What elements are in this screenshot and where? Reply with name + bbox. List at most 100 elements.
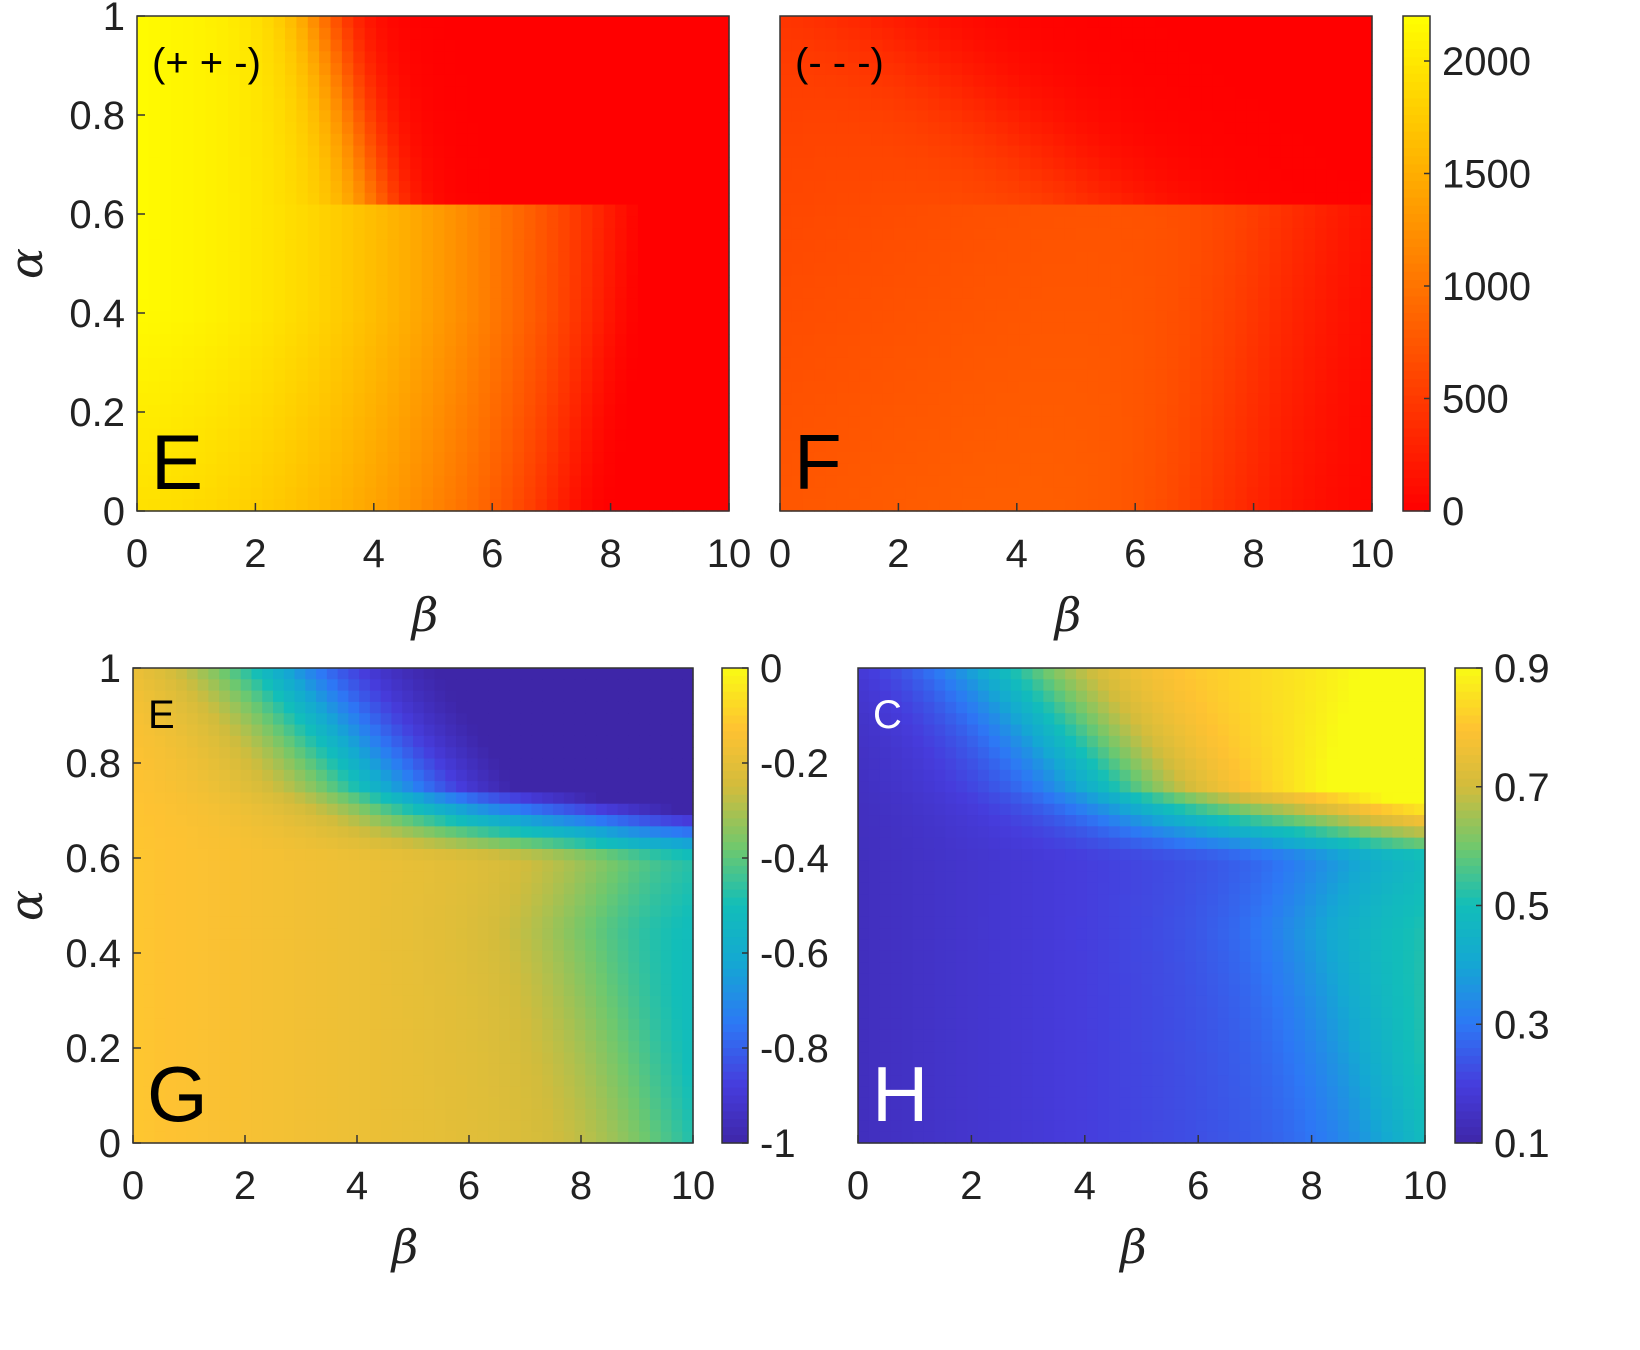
heatmap-cell bbox=[285, 51, 297, 64]
heatmap-cell bbox=[1132, 251, 1145, 265]
heatmap-cell bbox=[380, 747, 393, 760]
heatmap-cell bbox=[1201, 463, 1214, 477]
heatmap-cell bbox=[165, 668, 177, 680]
heatmap-cell bbox=[871, 428, 884, 441]
heatmap-cell bbox=[1155, 381, 1168, 394]
heatmap-cell bbox=[467, 86, 480, 100]
heatmap-cell bbox=[1132, 16, 1145, 29]
heatmap-cell bbox=[1064, 357, 1077, 371]
heatmap-cell bbox=[445, 679, 457, 692]
heatmap-cell bbox=[1064, 145, 1077, 159]
heatmap-cell bbox=[836, 287, 849, 300]
heatmap-cell bbox=[398, 287, 411, 300]
heatmap-cell bbox=[330, 369, 343, 382]
heatmap-cell bbox=[499, 735, 511, 748]
heatmap-cell bbox=[316, 735, 328, 748]
heatmap-cell bbox=[984, 157, 997, 170]
heatmap-cell bbox=[984, 428, 997, 441]
heatmap-cell bbox=[512, 310, 525, 324]
heatmap-cell bbox=[1280, 416, 1293, 430]
heatmap-cell bbox=[1167, 334, 1180, 347]
heatmap-cell bbox=[1098, 16, 1111, 29]
heatmap-cell bbox=[802, 110, 815, 123]
heatmap-cell bbox=[558, 357, 571, 371]
heatmap-cell bbox=[512, 51, 525, 64]
heatmap-cell bbox=[182, 487, 195, 500]
heatmap-cell bbox=[205, 322, 218, 335]
heatmap-cell bbox=[228, 86, 241, 100]
heatmap-cell bbox=[499, 713, 511, 726]
heatmap-cell bbox=[1315, 110, 1328, 123]
heatmap-cell bbox=[296, 204, 309, 217]
heatmap-cell bbox=[262, 110, 275, 123]
heatmap-cell bbox=[524, 204, 537, 217]
heatmap-cell bbox=[307, 228, 320, 241]
heatmap-cell bbox=[1189, 322, 1202, 335]
heatmap-cell bbox=[569, 251, 582, 265]
colorbar-segment bbox=[1403, 379, 1430, 388]
heatmap-cell bbox=[683, 169, 696, 182]
heatmap-cell bbox=[1224, 487, 1236, 500]
heatmap-cell bbox=[239, 16, 252, 29]
heatmap-cell bbox=[1189, 204, 1202, 217]
heatmap-cell bbox=[171, 263, 184, 276]
heatmap-cell bbox=[558, 122, 571, 135]
heatmap-cell bbox=[694, 27, 707, 41]
heatmap-cell bbox=[1178, 145, 1191, 159]
heatmap-cell bbox=[208, 758, 220, 771]
heatmap-cell bbox=[1326, 204, 1339, 217]
heatmap-cell bbox=[520, 690, 533, 703]
heatmap-cell bbox=[467, 334, 480, 347]
heatmap-cell bbox=[626, 39, 639, 52]
heatmap-cell bbox=[467, 369, 480, 382]
heatmap-cell bbox=[296, 334, 309, 347]
plot-frame bbox=[779, 15, 1373, 512]
heatmap-cell bbox=[159, 251, 172, 265]
y-tick-label: 0 bbox=[103, 490, 125, 534]
heatmap-cell bbox=[1303, 228, 1316, 241]
heatmap-cell bbox=[262, 298, 275, 312]
heatmap-cell bbox=[273, 452, 286, 465]
heatmap-cell bbox=[848, 487, 861, 500]
heatmap-cell bbox=[916, 404, 929, 418]
heatmap-cell bbox=[1269, 157, 1282, 170]
heatmap-cell bbox=[535, 74, 548, 88]
heatmap-cell bbox=[444, 428, 457, 441]
heatmap-cell bbox=[489, 298, 502, 312]
heatmap-cell bbox=[950, 322, 963, 335]
heatmap-cell bbox=[330, 157, 343, 170]
heatmap-cell bbox=[871, 499, 884, 512]
heatmap-cell bbox=[337, 701, 349, 714]
heatmap-cell bbox=[814, 334, 827, 347]
heatmap-cell bbox=[535, 334, 548, 347]
heatmap-cell bbox=[1189, 416, 1202, 430]
heatmap-cell bbox=[916, 499, 929, 512]
heatmap-cell bbox=[262, 487, 275, 500]
heatmap-cell bbox=[1224, 239, 1236, 253]
heatmap-cell bbox=[836, 322, 849, 335]
heatmap-cell bbox=[307, 452, 320, 465]
heatmap-cell bbox=[262, 310, 275, 324]
heatmap-cell bbox=[859, 86, 872, 100]
heatmap-cell bbox=[186, 735, 199, 748]
heatmap-cell bbox=[148, 428, 161, 441]
heatmap-cell bbox=[984, 475, 997, 489]
heatmap-cell bbox=[159, 381, 172, 394]
heatmap-cell bbox=[717, 169, 730, 182]
heatmap-cell bbox=[307, 204, 320, 217]
heatmap-cell bbox=[467, 452, 480, 465]
heatmap-cell bbox=[916, 263, 929, 276]
heatmap-cell bbox=[950, 475, 963, 489]
heatmap-cell bbox=[467, 157, 480, 170]
heatmap-cell bbox=[1349, 216, 1362, 229]
heatmap-cell bbox=[1030, 169, 1043, 182]
heatmap-cell bbox=[984, 133, 997, 147]
heatmap-cell bbox=[1246, 181, 1259, 194]
heatmap-cell bbox=[802, 275, 815, 288]
heatmap-cell bbox=[780, 487, 792, 500]
heatmap-cell bbox=[1064, 51, 1077, 64]
heatmap-cell bbox=[1280, 357, 1293, 371]
heatmap-cell bbox=[353, 499, 366, 512]
heatmap-cell bbox=[159, 39, 172, 52]
heatmap-cell bbox=[1121, 275, 1134, 288]
